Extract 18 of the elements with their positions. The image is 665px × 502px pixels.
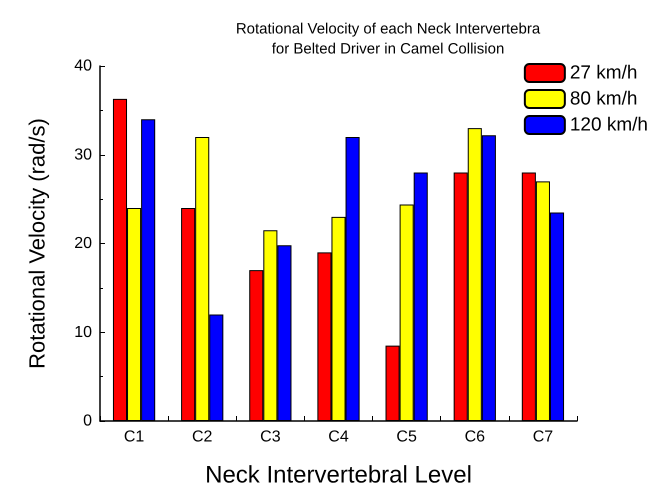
x-tick-label: C6 [464, 428, 486, 446]
x-tick-label: C7 [532, 428, 554, 446]
x-tick-label: C3 [260, 428, 281, 446]
legend-label: 27 km/h [570, 62, 638, 84]
y-tick-label: 40 [74, 58, 92, 74]
legend-label: 80 km/h [570, 88, 638, 110]
y-tick-label: 20 [74, 235, 92, 252]
y-axis-title: Rotational Velocity (rad/s) [24, 118, 50, 369]
chart-title: Rotational Velocity of each Neck Intervertebra for Belted Driver in Camel Collision [236, 20, 541, 58]
y-tick-label: 30 [74, 146, 92, 164]
x-tick-label: C2 [192, 428, 213, 446]
y-tick-label: 0 [83, 412, 92, 430]
x-tick-label: C4 [328, 428, 349, 446]
x-tick-label: C1 [124, 428, 144, 446]
x-axis-title: Neck Intervertebral Level [205, 462, 472, 488]
x-tick-label: C5 [396, 428, 417, 446]
legend-label: 120 km/h [570, 114, 648, 136]
y-tick-label: 10 [74, 324, 92, 341]
